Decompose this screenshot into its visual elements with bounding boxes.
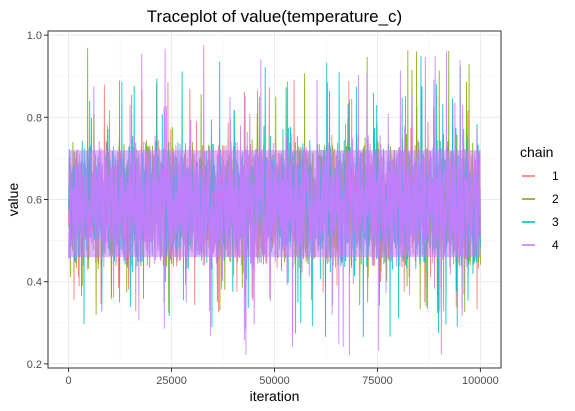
x-tick-label: 50000	[259, 375, 290, 387]
x-tick-label: 100000	[462, 375, 499, 387]
legend-label-chain-1: 1	[552, 169, 559, 183]
legend-title: chain	[520, 144, 553, 160]
legend-label-chain-4: 4	[552, 238, 559, 252]
legend-label-chain-2: 2	[552, 192, 559, 206]
y-axis-title: value	[5, 183, 21, 217]
trace-lines	[68, 45, 481, 356]
y-tick-label: 0.4	[27, 277, 42, 289]
y-tick-label: 1.0	[27, 30, 42, 42]
y-tick-label: 0.6	[27, 195, 42, 207]
x-axis-title: iteration	[250, 388, 300, 404]
y-tick-label: 0.8	[27, 112, 42, 124]
y-axis: 0.2 0.4 0.6 0.8 1.0	[27, 30, 48, 371]
x-tick-label: 25000	[156, 375, 187, 387]
legend: chain 1 2 3 4	[520, 144, 559, 253]
x-tick-label: 75000	[362, 375, 393, 387]
y-tick-label: 0.2	[27, 359, 42, 371]
trace-bulk-chain-4	[68, 150, 481, 258]
legend-label-chain-3: 3	[552, 215, 559, 229]
x-axis: 0 25000 50000 75000 100000	[66, 368, 499, 387]
x-tick-label: 0	[66, 375, 72, 387]
chart-title: Traceplot of value(temperature_c)	[147, 7, 402, 26]
